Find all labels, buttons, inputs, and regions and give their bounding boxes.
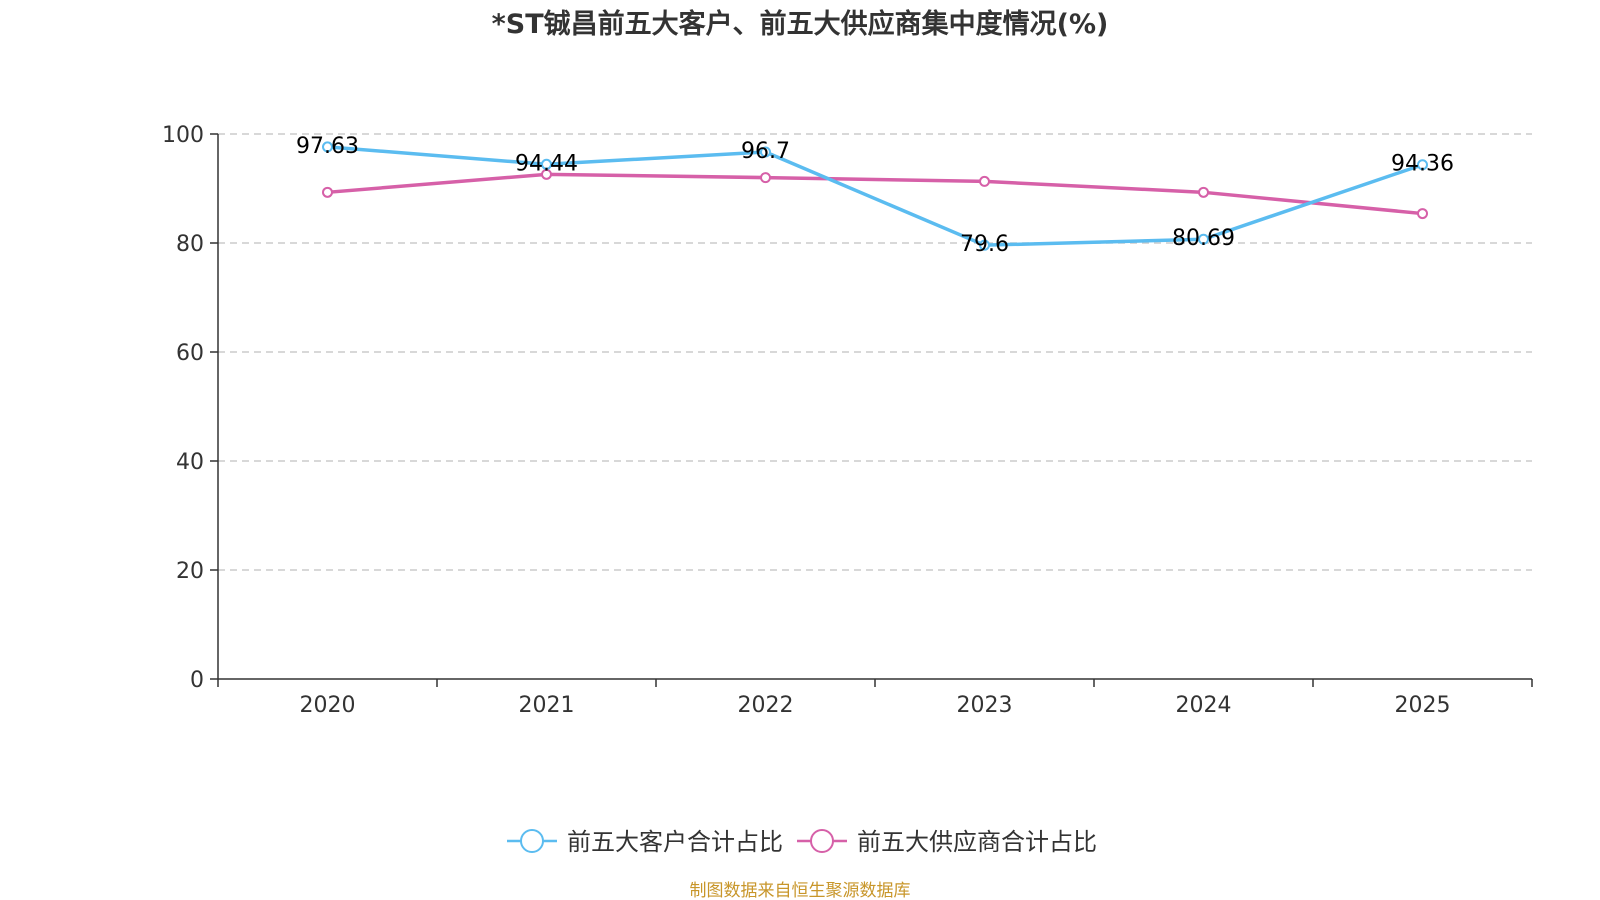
y-tick-label: 0 [190,668,204,693]
series-2-point-2025 [1417,208,1428,220]
series-2-point-2024 [1198,186,1209,198]
series-2-point-2020 [322,186,333,198]
series-2-point-2022 [760,172,771,184]
x-tick-label-2020: 2020 [300,693,356,718]
data-label-2021: 94.44 [515,151,578,176]
data-labels: 97.63 94.44 96.7 79.6 80.69 94.36 [296,134,1454,257]
legend-label-2: 前五大供应商合计占比 [857,828,1097,856]
data-label-2022: 96.7 [741,139,790,164]
data-label-2025: 94.36 [1391,152,1454,177]
series-2-point-2021 [541,168,552,180]
series-1-point-2021 [541,158,552,170]
chart-title: *ST铖昌前五大客户、前五大供应商集中度情况(%) [492,8,1109,40]
x-tick-label-2022: 2022 [738,693,794,718]
legend: 前五大客户合计占比 前五大供应商合计占比 [507,828,1097,856]
series-layer [322,141,1428,251]
series-line-2 [327,172,1423,216]
y-tick-label: 20 [176,559,204,584]
x-tick-label-2025: 2025 [1395,693,1451,718]
y-tick-label: 60 [176,341,204,366]
axes: 0 20 40 60 80 100 2020 2021 2022 2023 2024 2025 [162,123,1533,718]
series-1-point-2020 [322,141,333,153]
series-line-1 [327,145,1424,247]
y-tick-label: 40 [176,450,204,475]
legend-marker-2 [810,829,834,853]
x-tick-label-2023: 2023 [957,693,1013,718]
legend-marker-1 [520,829,544,853]
x-tick-label-2024: 2024 [1176,693,1232,718]
y-tick-label: 100 [162,123,204,148]
data-label-2020: 97.63 [296,134,359,159]
grid [218,133,1532,571]
source-note: 制图数据来自恒生聚源数据库 [690,881,911,900]
series-1-point-2023 [979,239,990,251]
data-label-2023: 79.6 [960,232,1009,257]
x-tick-label-2021: 2021 [519,693,575,718]
legend-label-1: 前五大客户合计占比 [567,828,783,856]
series-1-point-2025 [1417,159,1428,171]
data-label-2024: 80.69 [1172,226,1235,251]
series-2-point-2023 [979,175,990,187]
series-1-point-2022 [760,146,771,158]
series-1-point-2024 [1198,233,1209,245]
y-tick-label: 80 [176,232,204,257]
